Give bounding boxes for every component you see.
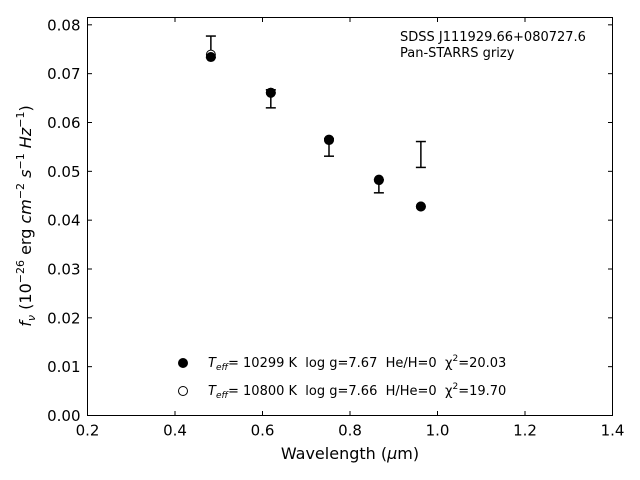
legend-label-filled: Teff= 10299 K log g=7.67 He/H=0 χ2=20.03 — [208, 354, 506, 373]
x-tick-label: 0.4 — [163, 422, 187, 440]
y-tick-label: 0.00 — [47, 407, 80, 425]
model-point-filled — [324, 134, 334, 145]
y-tick-label: 0.05 — [47, 163, 80, 181]
y-tick-label: 0.04 — [47, 212, 80, 230]
legend-marker-open — [178, 386, 188, 396]
x-tick-label: 1.4 — [601, 422, 625, 440]
axis-ticks: 0.2 0.4 0.6 0.8 1.0 1.2 1.4 0.00 0.01 0.02 0.03 0.0… — [47, 16, 624, 439]
y-tick-label: 0.01 — [47, 358, 80, 376]
annotation-line-2: Pan-STARRS grizy — [400, 46, 515, 61]
legend-marker-filled — [178, 358, 188, 368]
x-tick-label: 0.6 — [251, 422, 275, 440]
model-point-filled — [265, 87, 276, 98]
y-tick-label: 0.07 — [47, 65, 80, 83]
y-tick-label: 0.03 — [47, 260, 80, 278]
x-axis-label: Wavelength (μm) — [281, 444, 419, 463]
model-point-filled — [205, 52, 216, 63]
legend-label-open: Teff= 10800 K log g=7.66 H/He=0 χ2=19.70 — [208, 382, 506, 401]
observed-errorbar — [415, 140, 426, 169]
y-axis-label: fν (10−26 erg cm−2 s−1 Hz−1) — [14, 105, 38, 326]
model-point-filled — [373, 174, 384, 185]
y-tick-label: 0.06 — [47, 114, 80, 132]
x-tick-label: 1.2 — [513, 422, 537, 440]
plot-frame — [87, 17, 613, 416]
chart-marks — [205, 35, 426, 212]
annotation-line-1: SDSS J111929.66+080727.6 — [400, 30, 586, 45]
y-tick-label: 0.08 — [47, 16, 80, 34]
y-tick-label: 0.02 — [47, 309, 80, 327]
model-point-filled — [415, 201, 426, 212]
x-tick-label: 0.2 — [76, 422, 100, 440]
x-tick-label: 0.8 — [338, 422, 362, 440]
x-tick-label: 1.0 — [426, 422, 450, 440]
